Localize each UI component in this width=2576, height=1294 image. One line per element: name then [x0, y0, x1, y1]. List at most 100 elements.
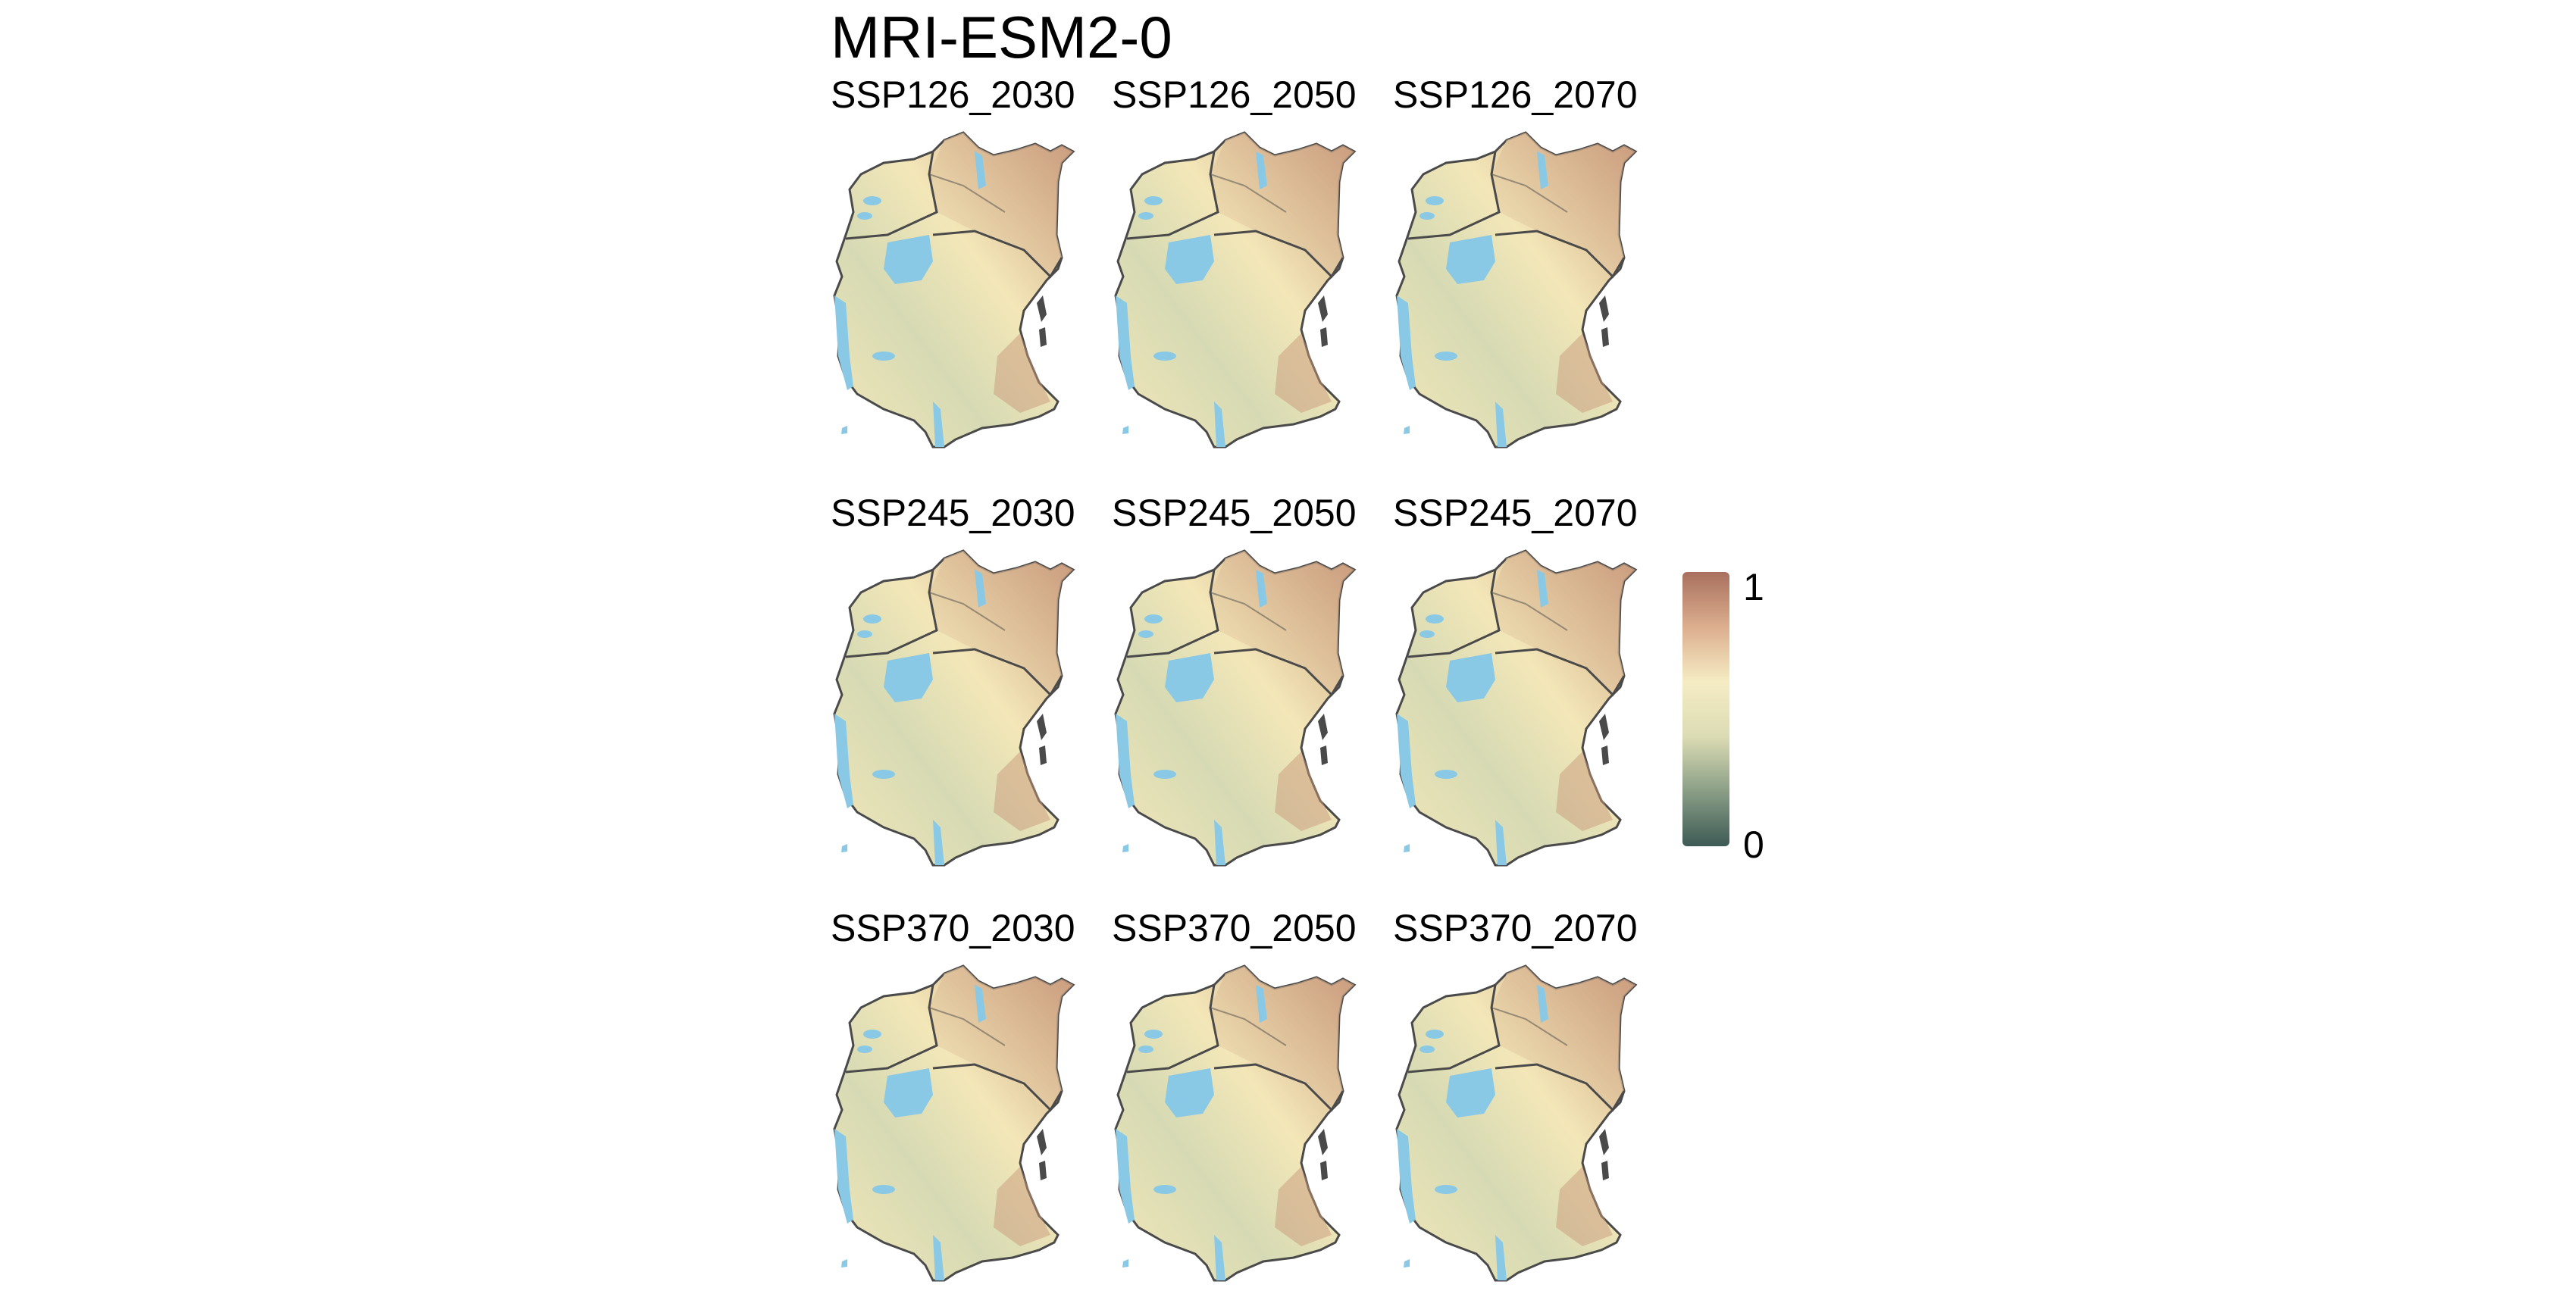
lake-tanganyika [1116, 1129, 1135, 1224]
island [841, 844, 847, 852]
lake-turkana [1256, 570, 1267, 608]
island [1320, 745, 1328, 765]
country-border [1495, 1063, 1626, 1112]
panel-label: SSP126_2030 [831, 73, 1075, 116]
island [1122, 1259, 1128, 1267]
country-border [1495, 648, 1626, 697]
island [1601, 745, 1609, 765]
lake-victoria [884, 653, 933, 702]
island [1122, 426, 1128, 434]
island [841, 1259, 847, 1267]
lake-tanganyika [1397, 295, 1416, 390]
map-panel: SSP370_2050 [1112, 909, 1373, 1288]
map-panel: SSP370_2030 [831, 909, 1092, 1288]
lake-malawi [1495, 820, 1507, 865]
lake-victoria [1165, 653, 1214, 702]
east-africa-map [833, 131, 1075, 449]
east-africa-map [1114, 131, 1357, 449]
lake-turkana [1537, 152, 1548, 189]
island [1039, 1161, 1047, 1180]
lake-turkana [975, 985, 986, 1023]
island [1037, 1129, 1047, 1155]
country-border [1213, 230, 1344, 279]
map-panel: SSP245_2050 [1112, 494, 1373, 873]
country-border [1210, 173, 1287, 213]
lake-malawi [933, 402, 944, 447]
map-panel: SSP370_2070 [1393, 909, 1654, 1288]
country-border [1491, 173, 1568, 213]
map-panel: SSP126_2070 [1393, 76, 1654, 455]
lake-turkana [975, 152, 986, 189]
map-panel: SSP245_2030 [831, 494, 1092, 873]
country-border [1126, 984, 1219, 1074]
country-border [1491, 592, 1568, 631]
country-border [1210, 1007, 1287, 1046]
country-border [845, 984, 938, 1074]
lake-victoria [884, 1068, 933, 1117]
lake-malawi [1214, 402, 1225, 447]
panel-label: SSP370_2050 [1112, 907, 1357, 949]
legend-max-label: 1 [1743, 566, 1764, 608]
lake-victoria [1446, 235, 1495, 284]
map-panel: SSP126_2050 [1112, 76, 1373, 455]
east-africa-map [833, 549, 1075, 867]
lake-tanganyika [834, 714, 853, 808]
east-africa-map [1114, 964, 1357, 1282]
lake-malawi [933, 820, 944, 865]
panel-label: SSP370_2030 [831, 907, 1075, 949]
island [1318, 714, 1328, 740]
panel-label: SSP245_2030 [831, 492, 1075, 534]
lake-malawi [1495, 1235, 1507, 1280]
island [841, 426, 847, 434]
east-africa-map [1114, 549, 1357, 867]
lake-turkana [1537, 985, 1548, 1023]
east-africa-map [1395, 549, 1638, 867]
lake-tanganyika [1116, 295, 1135, 390]
lake-victoria [1446, 653, 1495, 702]
island [1599, 1129, 1609, 1155]
map-panel: SSP126_2030 [831, 76, 1092, 455]
panel-label: SSP126_2070 [1393, 73, 1638, 116]
island [1037, 714, 1047, 740]
country-border [1213, 1063, 1344, 1112]
lake-tanganyika [1397, 1129, 1416, 1224]
island [1599, 714, 1609, 740]
country-border [1491, 1007, 1568, 1046]
lake-turkana [1256, 985, 1267, 1023]
lake-victoria [884, 235, 933, 284]
country-border [928, 1007, 1006, 1046]
island [1601, 1161, 1609, 1180]
country-border [1126, 569, 1219, 658]
lake-malawi [1214, 1235, 1225, 1280]
island [1404, 1259, 1410, 1267]
country-border [1495, 230, 1626, 279]
country-border [932, 1063, 1063, 1112]
lake-tanganyika [834, 1129, 853, 1224]
lake-turkana [1537, 570, 1548, 608]
map-panel: SSP245_2070 [1393, 494, 1654, 873]
lake-tanganyika [1116, 714, 1135, 808]
island [1320, 1161, 1328, 1180]
lake-victoria [1165, 235, 1214, 284]
island [1318, 295, 1328, 322]
country-border [1126, 151, 1219, 240]
lake-malawi [1495, 402, 1507, 447]
lake-malawi [1214, 820, 1225, 865]
panel-label: SSP245_2070 [1393, 492, 1638, 534]
island [1122, 844, 1128, 852]
lake-malawi [933, 1235, 944, 1280]
lake-victoria [1165, 1068, 1214, 1117]
island [1404, 426, 1410, 434]
country-border [845, 569, 938, 658]
lake-victoria [1446, 1068, 1495, 1117]
color-legend: 1 0 [1675, 566, 1796, 864]
island [1039, 745, 1047, 765]
country-border [1213, 648, 1344, 697]
legend-color-bar [1682, 572, 1729, 846]
country-border [845, 151, 938, 240]
island [1039, 327, 1047, 347]
island [1318, 1129, 1328, 1155]
lake-turkana [1256, 152, 1267, 189]
country-border [1407, 569, 1501, 658]
lake-turkana [975, 570, 986, 608]
